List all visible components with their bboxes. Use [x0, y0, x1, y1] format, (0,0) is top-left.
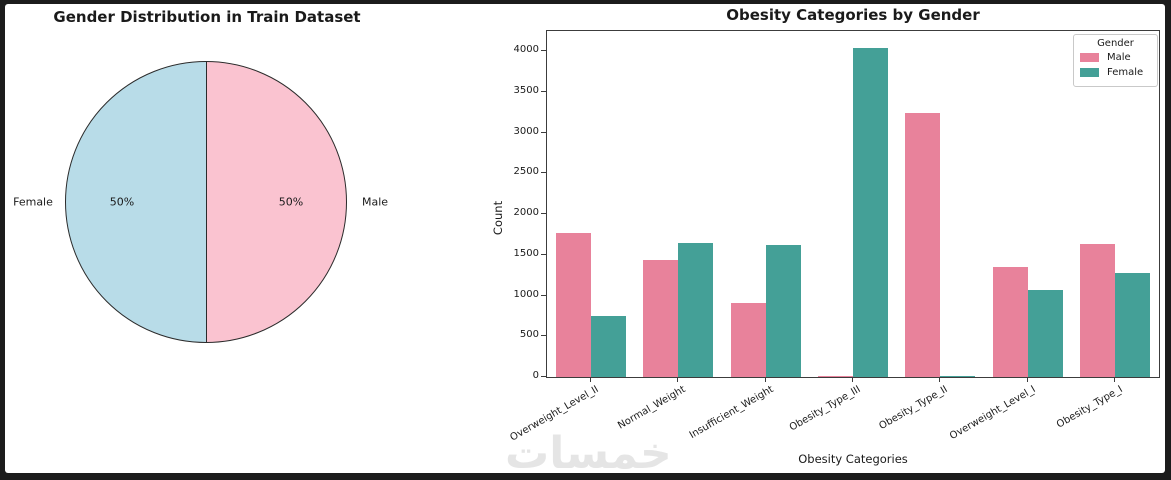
y-tick-label: 1500 [513, 247, 539, 259]
y-tick-mark [541, 376, 546, 377]
bar-female-obesity_type_ii [940, 376, 976, 377]
pie-pct-male: 50% [278, 195, 304, 209]
pie-label-female: Female [13, 195, 53, 209]
legend: Gender Male Female [1073, 34, 1158, 87]
legend-swatch-male [1080, 53, 1099, 62]
legend-title: Gender [1097, 38, 1134, 49]
legend-item-female: Female [1074, 65, 1157, 80]
legend-item-male: Male [1074, 50, 1157, 65]
x-tick-mark [1026, 377, 1028, 382]
x-tick-mark [939, 377, 941, 382]
pie-label-male: Male [361, 195, 389, 209]
y-tick-label: 2000 [513, 207, 539, 219]
y-tick-label: 2500 [513, 166, 539, 178]
bar-male-obesity_type_i [1080, 243, 1116, 377]
bar-male-obesity_type_ii [905, 113, 941, 377]
bar-male-overweight_level_i [992, 266, 1028, 377]
bar-chart-title: Obesity Categories by Gender [726, 6, 980, 24]
y-tick-mark [541, 131, 546, 133]
bar-female-obesity_type_iii [853, 47, 888, 377]
bar-female-normal_weight [678, 242, 714, 377]
legend-swatch-female [1080, 68, 1099, 77]
y-tick-label: 500 [519, 329, 539, 341]
x-tick-mark [1114, 377, 1116, 382]
y-tick-label: 3000 [513, 125, 539, 137]
pie-chart [65, 61, 347, 343]
bar-female-overweight_level_i [1027, 289, 1063, 377]
watermark-text: خمسات [505, 428, 672, 479]
y-axis-label: Count [491, 200, 505, 236]
bar-female-obesity_type_i [1115, 273, 1151, 377]
x-tick-mark [677, 377, 679, 382]
x-axis-label: Obesity Categories [798, 452, 908, 466]
y-tick-mark [541, 50, 546, 52]
y-tick-label: 0 [532, 370, 539, 381]
bar-male-normal_weight [643, 260, 679, 377]
bar-male-insufficient_weight [730, 303, 766, 377]
legend-label: Male [1107, 52, 1131, 63]
y-tick-mark [541, 294, 546, 296]
x-tick-mark [589, 377, 591, 382]
x-tick-mark [852, 377, 853, 382]
legend-label: Female [1107, 67, 1144, 78]
bar-male-obesity_type_iii [818, 376, 853, 377]
y-tick-mark [541, 253, 546, 255]
pie-pct-female: 50% [109, 195, 135, 209]
legend-items: Male Female [1074, 50, 1157, 80]
bar-female-overweight_level_ii [590, 315, 626, 377]
pie-slice-divider [206, 62, 207, 342]
y-tick-mark [541, 90, 546, 92]
bar-female-insufficient_weight [765, 245, 801, 377]
pie-chart-title: Gender Distribution in Train Dataset [53, 8, 361, 26]
y-tick-mark [541, 213, 546, 215]
y-tick-label: 4000 [513, 44, 539, 56]
x-tick-mark [764, 377, 766, 382]
y-tick-mark [541, 335, 546, 337]
bar-plot-area [546, 30, 1160, 378]
y-tick-mark [541, 172, 546, 174]
bar-male-overweight_level_ii [555, 232, 591, 377]
y-tick-label: 3500 [513, 84, 539, 96]
y-tick-label: 1000 [513, 288, 539, 300]
